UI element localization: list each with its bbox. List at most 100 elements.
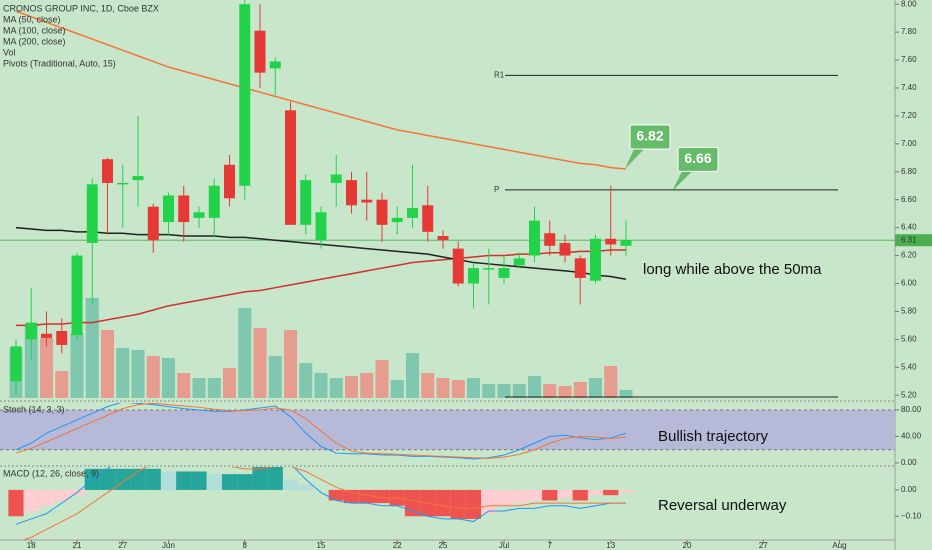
x-tick-label: Jun <box>162 541 175 550</box>
annotation: Reversal underway <box>658 497 787 514</box>
volume-bar <box>329 378 343 398</box>
candle-body <box>605 238 617 245</box>
candle-body <box>437 236 449 241</box>
candle-body <box>178 195 190 223</box>
candle-body <box>56 330 68 345</box>
y-tick-label: 5.80 <box>901 307 917 316</box>
candle-body <box>147 206 159 241</box>
volume-bar <box>497 384 511 398</box>
pivot-label: R1 <box>494 71 505 80</box>
macd-histogram-bar <box>587 489 604 496</box>
price-pane: R1 P 6.82 6.66 <box>0 0 895 398</box>
annotation: long while above the 50ma <box>643 261 822 278</box>
legend-entry: MA (100, close) <box>3 25 66 35</box>
volume-bar <box>558 386 572 398</box>
candle-body <box>300 180 312 225</box>
price-axis <box>895 0 932 550</box>
macd-histogram-bar <box>435 489 451 517</box>
macd-histogram-bar <box>206 474 222 490</box>
volume-bar <box>345 376 358 398</box>
candle-body <box>41 333 52 338</box>
y-tick-label: 0.00 <box>901 458 917 467</box>
candle-body <box>407 208 418 218</box>
x-tick-label: 13 <box>606 541 615 550</box>
candle-body <box>559 242 571 256</box>
volume-bar <box>360 373 374 398</box>
volume-bar <box>299 363 313 398</box>
macd-histogram-bar <box>267 467 283 490</box>
y-tick-label: 6.20 <box>901 251 917 260</box>
volume-bar <box>528 376 541 398</box>
volume-bar <box>284 330 297 398</box>
y-tick-label: 5.60 <box>901 334 917 343</box>
volume-bar <box>70 333 84 398</box>
macd-histogram-bar <box>298 484 314 490</box>
volume-bar <box>375 360 389 398</box>
candle-body <box>10 346 22 382</box>
volume-bar <box>406 353 419 398</box>
candle-body <box>574 258 586 278</box>
y-tick-label: 5.40 <box>901 362 917 371</box>
candle-body <box>25 322 37 340</box>
last-price-box <box>895 234 932 247</box>
candle-body <box>193 212 205 218</box>
volume-bar <box>253 328 267 398</box>
volume-bar <box>146 356 160 398</box>
candle-body <box>102 159 113 183</box>
y-tick-label: −0.10 <box>901 511 922 520</box>
x-tick-label: 21 <box>73 541 82 550</box>
macd-histogram-bar <box>603 489 619 496</box>
macd-histogram-bar <box>618 489 634 493</box>
candle-body <box>391 217 403 223</box>
callout-pointer <box>672 171 692 192</box>
macd-histogram-bar <box>374 489 390 504</box>
macd-histogram-bar <box>343 489 360 504</box>
volume-bar <box>192 378 206 398</box>
candle-body <box>422 205 434 232</box>
candle-body <box>71 255 83 336</box>
macd-title: MACD (12, 26, close, 9) <box>3 468 99 478</box>
volume-bar <box>177 373 191 398</box>
volume-bar <box>436 378 450 398</box>
x-tick-label: 20 <box>683 541 692 550</box>
volume-bar <box>55 371 69 398</box>
callout-label: 6.66 <box>684 150 711 166</box>
x-tick-label: 22 <box>393 541 402 550</box>
stoch-line <box>15 403 627 459</box>
candle-body <box>208 185 220 218</box>
candle-body <box>620 240 632 246</box>
candle-body <box>117 182 129 185</box>
macd-histogram-bar <box>511 489 527 504</box>
x-tick-label: 27 <box>118 541 127 550</box>
volume-bar <box>512 384 526 398</box>
macd-histogram-bar <box>481 489 497 514</box>
chart-title: CRONOS GROUP INC, 1D, Cboe BZX <box>3 3 159 13</box>
candle-body <box>468 268 479 284</box>
pivot-label: P <box>494 185 499 194</box>
macd-histogram-bar <box>221 474 238 490</box>
volume-bar <box>116 348 130 398</box>
volume-bar <box>589 378 602 398</box>
x-tick-label: 27 <box>759 541 768 550</box>
macd-histogram-bar <box>115 468 131 490</box>
candle-body <box>269 61 281 69</box>
candle-body <box>254 30 266 73</box>
y-tick-label: 6.00 <box>901 279 917 288</box>
candle-body <box>163 195 174 223</box>
x-tick-label: Jul <box>499 541 509 550</box>
macd-histogram-bar <box>282 479 299 490</box>
macd-line <box>22 467 626 540</box>
volume-bar <box>482 384 496 398</box>
annotation: Bullish trajectory <box>658 428 769 445</box>
volume-bar <box>207 378 221 398</box>
macd-histogram-bar <box>237 474 253 490</box>
volume-bar <box>268 356 282 398</box>
candle-body <box>513 258 525 266</box>
volume-bar <box>314 373 328 398</box>
volume-bar <box>604 366 618 398</box>
volume-bar <box>238 308 252 398</box>
y-tick-label: 7.40 <box>901 83 917 92</box>
y-tick-label: 6.40 <box>901 223 917 232</box>
macd-histogram-bar <box>23 489 39 512</box>
